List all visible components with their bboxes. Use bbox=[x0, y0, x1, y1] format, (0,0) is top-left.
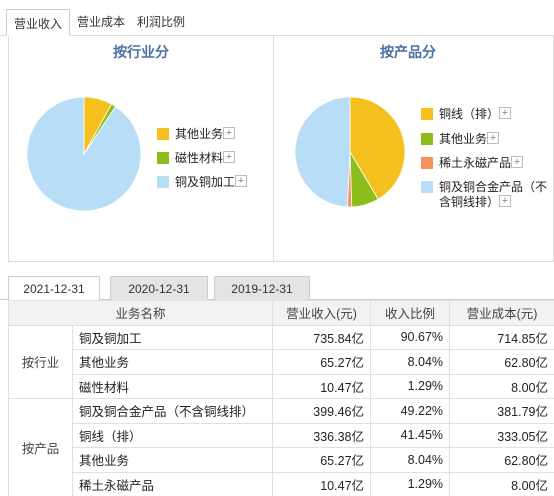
legend-label: 其他业务 bbox=[439, 132, 488, 146]
ratio-value: 49.22% bbox=[370, 398, 451, 424]
revenue-value: 735.84亿 bbox=[272, 324, 372, 350]
cost-value: 62.80亿 bbox=[449, 349, 554, 375]
legend-label: 铜及铜加工 bbox=[175, 175, 236, 189]
expand-plus-icon[interactable]: + bbox=[499, 107, 511, 119]
legend-swatch bbox=[421, 157, 433, 169]
legend-item-rare-earth: 稀土永磁产品 + bbox=[421, 155, 531, 171]
tab-date-2020[interactable]: 2020-12-31 bbox=[110, 276, 208, 300]
legend-label: 其他业务 bbox=[175, 127, 224, 141]
cost-value: 714.85亿 bbox=[449, 324, 554, 350]
legend-swatch bbox=[157, 128, 169, 140]
cost-value: 62.80亿 bbox=[449, 447, 554, 473]
table-row: 磁性材料 10.47亿 1.29% 8.00亿 bbox=[9, 373, 554, 399]
legend-label-line2: 含铜线排） bbox=[439, 195, 500, 209]
business-name: 铜及铜合金产品（不含铜线排） bbox=[71, 398, 274, 424]
legend-label: 铜线（排） bbox=[439, 107, 500, 121]
expand-plus-icon[interactable]: + bbox=[223, 127, 235, 139]
business-name: 铜线（排） bbox=[71, 422, 274, 448]
business-table: 业务名称 营业收入(元) 收入比例 营业成本(元) 按行业 铜及铜加工 735.… bbox=[7, 300, 554, 496]
pie-chart-industry bbox=[26, 96, 142, 212]
tab-revenue[interactable]: 营业收入 bbox=[6, 9, 71, 36]
expand-plus-icon[interactable]: + bbox=[511, 156, 523, 168]
revenue-value: 336.38亿 bbox=[272, 422, 372, 448]
legend-item-copper-processing: 铜及铜加工 + bbox=[157, 174, 257, 190]
expand-plus-icon[interactable]: + bbox=[499, 195, 511, 207]
business-name: 稀土永磁产品 bbox=[71, 471, 274, 496]
ratio-value: 8.04% bbox=[370, 349, 451, 375]
legend-label: 磁性材料 bbox=[175, 151, 224, 165]
legend-item-other: 其他业务 + bbox=[421, 131, 511, 147]
table-row: 按行业 铜及铜加工 735.84亿 90.67% 714.85亿 bbox=[8, 324, 554, 399]
revenue-value: 65.27亿 bbox=[272, 447, 372, 473]
tab-date-2019[interactable]: 2019-12-31 bbox=[214, 276, 310, 300]
ratio-value: 1.29% bbox=[370, 471, 451, 496]
revenue-value: 10.47亿 bbox=[272, 471, 372, 496]
tab-date-2021[interactable]: 2021-12-31 bbox=[8, 276, 100, 301]
expand-plus-icon[interactable]: + bbox=[235, 175, 247, 187]
header-cost: 营业成本(元) bbox=[449, 300, 554, 326]
table-row: 按产品 铜及铜合金产品（不含铜线排） 399.46亿 49.22% 381.79… bbox=[8, 398, 554, 496]
tab-cost[interactable]: 营业成本 bbox=[77, 15, 126, 29]
product-slice-0[interactable] bbox=[349, 96, 406, 200]
date-tab-bar: 2021-12-31 2020-12-31 2019-12-31 bbox=[0, 270, 554, 301]
pie-chart-product bbox=[294, 96, 406, 208]
legend-swatch bbox=[421, 133, 433, 145]
table-row: 铜线（排） 336.38亿 41.45% 333.05亿 bbox=[9, 422, 554, 448]
revenue-value: 10.47亿 bbox=[272, 373, 372, 399]
header-ratio: 收入比例 bbox=[370, 300, 451, 326]
legend-swatch bbox=[157, 176, 169, 188]
tab-profit-ratio[interactable]: 利润比例 bbox=[137, 15, 186, 29]
ratio-value: 1.29% bbox=[370, 373, 451, 399]
legend-item-copper-alloy: 铜及铜合金产品（不 含铜线排） + bbox=[421, 179, 554, 211]
chart-panels: 按行业分 其他业务 + 磁性材料 + 铜及铜加工 + 按产品分 铜线（排） + … bbox=[8, 36, 554, 262]
legend-item-copper-wire: 铜线（排） + bbox=[421, 106, 521, 122]
cost-value: 333.05亿 bbox=[449, 422, 554, 448]
cost-value: 381.79亿 bbox=[449, 398, 554, 424]
panel-title-industry: 按行业分 bbox=[113, 44, 169, 60]
legend-item-other: 其他业务 + bbox=[157, 126, 247, 142]
legend-swatch bbox=[421, 181, 433, 193]
business-name: 其他业务 bbox=[71, 349, 274, 375]
revenue-value: 399.46亿 bbox=[272, 398, 372, 424]
expand-plus-icon[interactable]: + bbox=[487, 132, 499, 144]
header-business-name: 业务名称 bbox=[7, 300, 274, 326]
table-header-row: 业务名称 营业收入(元) 收入比例 营业成本(元) bbox=[7, 300, 554, 326]
header-revenue: 营业收入(元) bbox=[272, 300, 372, 326]
panel-divider bbox=[273, 36, 274, 261]
legend-label: 铜及铜合金产品（不 bbox=[439, 180, 548, 194]
table-row: 其他业务 65.27亿 8.04% 62.80亿 bbox=[9, 447, 554, 473]
legend-swatch bbox=[421, 108, 433, 120]
cost-value: 8.00亿 bbox=[449, 471, 554, 496]
ratio-value: 90.67% bbox=[370, 324, 451, 350]
business-name: 其他业务 bbox=[71, 447, 274, 473]
group-label-product: 按产品 bbox=[8, 398, 73, 496]
ratio-value: 8.04% bbox=[370, 447, 451, 473]
top-tab-bar: 营业收入 营业成本 利润比例 bbox=[0, 0, 554, 36]
table-row: 其他业务 65.27亿 8.04% 62.80亿 bbox=[9, 349, 554, 375]
revenue-value: 65.27亿 bbox=[272, 349, 372, 375]
expand-plus-icon[interactable]: + bbox=[223, 151, 235, 163]
legend-label: 稀土永磁产品 bbox=[439, 156, 512, 170]
industry-slice-2[interactable] bbox=[26, 96, 142, 212]
group-label-industry: 按行业 bbox=[8, 324, 73, 399]
cost-value: 8.00亿 bbox=[449, 373, 554, 399]
legend-swatch bbox=[157, 152, 169, 164]
business-name: 铜及铜加工 bbox=[71, 324, 274, 350]
product-slice-3[interactable] bbox=[294, 96, 351, 208]
ratio-value: 41.45% bbox=[370, 422, 451, 448]
panel-title-product: 按产品分 bbox=[380, 44, 436, 60]
business-name: 磁性材料 bbox=[71, 373, 274, 399]
table-row: 稀土永磁产品 10.47亿 1.29% 8.00亿 bbox=[9, 471, 554, 496]
legend-item-magnetic: 磁性材料 + bbox=[157, 150, 247, 166]
